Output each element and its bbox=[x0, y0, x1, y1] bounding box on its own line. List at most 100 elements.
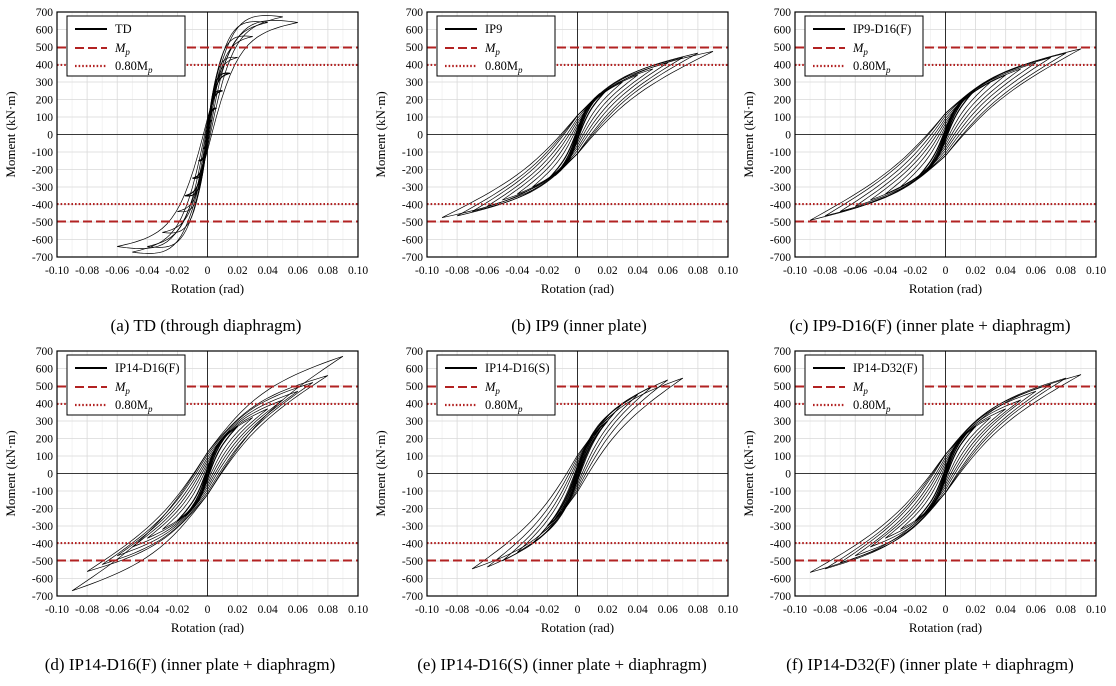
x-tick-label: -0.08 bbox=[75, 265, 99, 277]
legend-mp-symbol: M bbox=[114, 380, 126, 394]
y-tick-label: -100 bbox=[32, 147, 53, 159]
x-axis-label: Rotation (rad) bbox=[171, 281, 244, 296]
hysteresis-loop bbox=[824, 52, 1067, 217]
y-tick-label: 0 bbox=[785, 469, 791, 481]
legend-label-mp: Mp bbox=[114, 380, 130, 396]
legend-mp-symbol: M bbox=[852, 41, 864, 55]
legend-p80-prefix: 0.80M bbox=[485, 59, 518, 73]
hysteresis-loop bbox=[839, 383, 1051, 564]
y-tick-label: 500 bbox=[774, 381, 792, 393]
y-tick-label: -200 bbox=[402, 504, 423, 516]
x-tick-label: 0.02 bbox=[966, 265, 986, 277]
y-tick-label: -400 bbox=[402, 539, 423, 551]
chart-panel-e: -0.10 -0.08 -0.06 -0.04 -0.02 0 0.02 0.04 0.06 0.… bbox=[373, 346, 738, 674]
panel-caption: (e) IP14-D16(S) (inner plate + diaphragm… bbox=[417, 655, 707, 674]
chart-panel-a: -0.10 -0.08 -0.06 -0.04 -0.02 0 0.02 0.04 0.06 0.… bbox=[3, 7, 368, 335]
legend-label-p80: 0.80Mp bbox=[853, 398, 891, 414]
x-tick-label: -0.08 bbox=[813, 265, 837, 277]
x-tick-label: 0 bbox=[575, 604, 581, 616]
y-tick-label: -600 bbox=[32, 574, 53, 586]
y-tick-label: -200 bbox=[32, 165, 53, 177]
x-tick-label: 0.08 bbox=[318, 265, 338, 277]
y-tick-label: -500 bbox=[770, 556, 791, 568]
x-tick-label: 0.04 bbox=[258, 604, 278, 616]
x-tick-label: 0.04 bbox=[628, 604, 648, 616]
y-tick-label: -400 bbox=[32, 539, 53, 551]
y-tick-label: -100 bbox=[32, 486, 53, 498]
y-tick-label: -400 bbox=[32, 200, 53, 212]
x-tick-label: -0.06 bbox=[843, 604, 867, 616]
hysteresis-loop bbox=[117, 20, 298, 249]
x-tick-label: 0.10 bbox=[348, 265, 368, 277]
y-tick-label: 700 bbox=[406, 346, 424, 358]
y-tick-label: 200 bbox=[774, 434, 792, 446]
legend-label-p80: 0.80Mp bbox=[485, 59, 523, 75]
y-tick-label: -200 bbox=[770, 504, 791, 516]
chart-panel-d: -0.10 -0.08 -0.06 -0.04 -0.02 0 0.02 0.04 0.06 0.… bbox=[3, 346, 368, 674]
x-tick-label: 0.06 bbox=[288, 604, 308, 616]
x-tick-label: 0.08 bbox=[1056, 265, 1076, 277]
hysteresis-loop bbox=[471, 377, 684, 570]
y-tick-label: -700 bbox=[402, 591, 423, 603]
y-tick-label: -300 bbox=[32, 521, 53, 533]
legend-mp-subscript: p bbox=[124, 386, 130, 396]
x-tick-label: 0.06 bbox=[1026, 265, 1046, 277]
x-tick-label: 0 bbox=[943, 265, 949, 277]
x-tick-label: -0.02 bbox=[535, 265, 559, 277]
hysteresis-loop bbox=[102, 382, 314, 565]
y-tick-label: 300 bbox=[406, 77, 424, 89]
y-tick-label: 100 bbox=[406, 112, 424, 124]
y-tick-label: 200 bbox=[36, 434, 54, 446]
y-tick-label: -600 bbox=[402, 235, 423, 247]
legend-mp-subscript: p bbox=[494, 47, 500, 57]
y-tick-label: 500 bbox=[406, 42, 424, 54]
y-tick-label: 500 bbox=[36, 381, 54, 393]
x-tick-label: -0.04 bbox=[135, 265, 159, 277]
legend-box bbox=[804, 15, 924, 77]
legend-label-p80: 0.80Mp bbox=[115, 59, 153, 75]
panel-caption: (f) IP14-D32(F) (inner plate + diaphragm… bbox=[786, 655, 1074, 674]
x-tick-label: 0.06 bbox=[658, 265, 678, 277]
legend-mp-symbol: M bbox=[484, 380, 496, 394]
legend-label-p80: 0.80Mp bbox=[485, 398, 523, 414]
hysteresis-loop bbox=[132, 15, 283, 254]
legend-label-mp: Mp bbox=[484, 41, 500, 57]
x-tick-label: -0.10 bbox=[415, 265, 439, 277]
y-tick-label: -300 bbox=[32, 182, 53, 194]
x-tick-label: -0.10 bbox=[783, 265, 807, 277]
y-tick-label: 500 bbox=[406, 381, 424, 393]
y-tick-label: 600 bbox=[406, 25, 424, 37]
legend-label-specimen: TD bbox=[115, 22, 132, 36]
legend-label-specimen: IP9 bbox=[485, 22, 502, 36]
y-tick-label: 0 bbox=[47, 130, 53, 142]
chart-panel-b: -0.10 -0.08 -0.06 -0.04 -0.02 0 0.02 0.04 0.06 0.… bbox=[373, 7, 738, 335]
x-axis-label: Rotation (rad) bbox=[541, 281, 614, 296]
legend-p80-subscript: p bbox=[885, 404, 891, 414]
x-tick-label: -0.04 bbox=[505, 265, 529, 277]
panel-caption: (a) TD (through diaphragm) bbox=[111, 316, 302, 335]
x-tick-label: 0.10 bbox=[1086, 265, 1106, 277]
y-tick-label: 600 bbox=[36, 25, 54, 37]
y-tick-label: -500 bbox=[770, 217, 791, 229]
x-tick-label: 0.04 bbox=[996, 265, 1016, 277]
legend: IP14-D16(S)Mp0.80Mp bbox=[436, 354, 556, 416]
legend-p80-subscript: p bbox=[147, 65, 153, 75]
hysteresis-loop bbox=[809, 374, 1082, 573]
x-tick-label: -0.06 bbox=[475, 604, 499, 616]
y-tick-label: 100 bbox=[36, 451, 54, 463]
x-tick-label: -0.04 bbox=[135, 604, 159, 616]
plot-frame bbox=[56, 350, 359, 597]
legend-mp-subscript: p bbox=[494, 386, 500, 396]
y-tick-label: 300 bbox=[36, 77, 54, 89]
x-tick-label: -0.10 bbox=[783, 604, 807, 616]
y-tick-label: 100 bbox=[774, 112, 792, 124]
hysteresis-loop bbox=[502, 68, 653, 201]
y-tick-label: 400 bbox=[774, 60, 792, 72]
x-tick-label: 0.04 bbox=[996, 604, 1016, 616]
y-tick-label: -600 bbox=[32, 235, 53, 247]
x-tick-label: 0.04 bbox=[258, 265, 278, 277]
y-tick-label: -500 bbox=[32, 556, 53, 568]
